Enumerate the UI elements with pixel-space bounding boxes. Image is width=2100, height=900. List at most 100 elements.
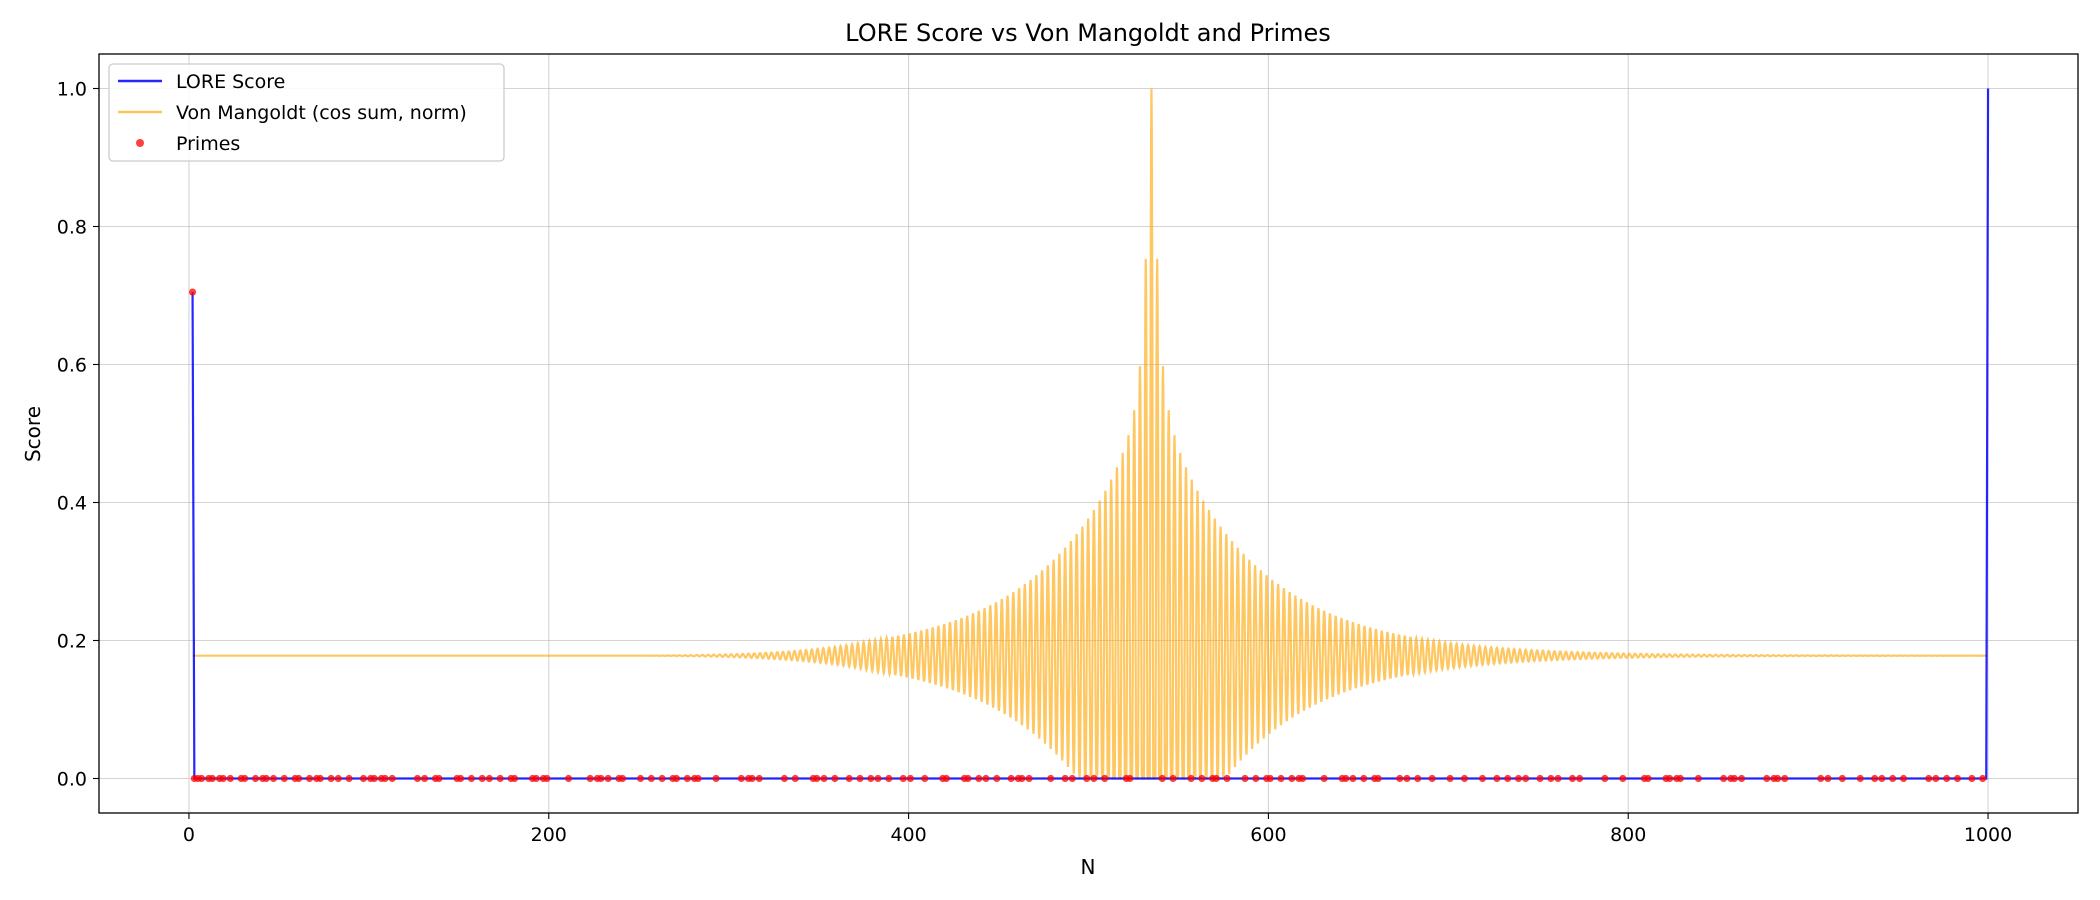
x-tick-label: 200 [531, 824, 567, 846]
prime-point [1856, 774, 1864, 783]
prime-point [1252, 774, 1260, 783]
prime-point [370, 774, 378, 783]
prime-point [327, 774, 335, 783]
legend-vonmangoldt-label: Von Mangoldt (cos sum, norm) [176, 102, 467, 124]
y-tick-label: 0.4 [57, 493, 87, 515]
prime-point [1676, 774, 1684, 783]
prime-point [906, 774, 914, 783]
prime-point [1547, 774, 1555, 783]
prime-point [586, 774, 594, 783]
prime-point [435, 774, 443, 783]
prime-point [1514, 774, 1523, 783]
prime-point [672, 774, 681, 783]
prime-point [712, 774, 720, 783]
x-axis-label: N [1081, 855, 1096, 879]
prime-point [780, 774, 789, 783]
prime-point [208, 774, 216, 783]
prime-point [226, 774, 234, 783]
legend-lore-label: LORE Score [176, 71, 285, 93]
prime-point [1666, 774, 1674, 783]
prime-point [1554, 774, 1562, 783]
prime-point [305, 774, 314, 783]
prime-point [1360, 774, 1368, 783]
prime-point [1576, 774, 1584, 783]
x-tick-label: 800 [1610, 824, 1646, 846]
prime-point [1644, 774, 1652, 783]
prime-point [1090, 774, 1098, 783]
y-tick-label: 1.0 [57, 79, 87, 101]
von-mangoldt-line [192, 88, 1988, 780]
prime-point [1460, 774, 1469, 783]
prime-point [1446, 774, 1454, 783]
prime-point [1101, 774, 1109, 783]
prime-point [1374, 774, 1382, 783]
prime-point [1568, 774, 1577, 783]
prime-point [188, 288, 197, 296]
prime-point [845, 774, 853, 783]
prime-point [1824, 774, 1832, 783]
prime-point [1126, 774, 1134, 783]
prime-point [1414, 774, 1422, 783]
prime-point [1158, 774, 1166, 783]
y-tick-label: 0.6 [57, 355, 87, 377]
prime-point [618, 774, 627, 783]
prime-point [647, 774, 655, 783]
prime-point [1061, 774, 1069, 783]
prime-point [1763, 774, 1771, 783]
prime-point [1396, 774, 1404, 783]
prime-point [543, 774, 551, 783]
prime-point [1817, 774, 1825, 783]
prime-point [1889, 774, 1897, 783]
prime-point [1694, 774, 1702, 783]
prime-point [1223, 774, 1231, 783]
prime-point [1277, 774, 1285, 783]
x-tick-label: 400 [890, 824, 926, 846]
prime-point [1241, 774, 1249, 783]
prime-point [755, 774, 763, 783]
prime-point [1169, 774, 1177, 783]
prime-point [820, 774, 828, 783]
prime-point [1878, 774, 1886, 783]
prime-point [1068, 774, 1076, 783]
prime-point [564, 774, 573, 783]
prime-point [597, 774, 605, 783]
x-tick-label: 1000 [1964, 824, 2012, 846]
prime-point [262, 774, 270, 783]
prime-point [421, 774, 429, 783]
prime-point [510, 774, 519, 783]
legend-primes-marker [136, 139, 144, 147]
prime-point [604, 774, 612, 783]
prime-point [1212, 774, 1220, 783]
prime-point [467, 774, 476, 783]
prime-point [975, 774, 983, 783]
legend-primes-label: Primes [176, 133, 240, 155]
prime-point [280, 774, 288, 783]
prime-point [1871, 774, 1879, 783]
prime-point [1899, 774, 1908, 783]
prime-point [1838, 774, 1846, 783]
prime-point [219, 774, 227, 783]
prime-point [921, 774, 929, 783]
prime-point [1403, 774, 1411, 783]
y-axis-label: Score [21, 406, 45, 462]
prime-point [1619, 774, 1627, 783]
prime-point [1320, 774, 1328, 783]
prime-point [532, 774, 540, 783]
prime-point [413, 774, 422, 783]
prime-point [197, 774, 206, 783]
prime-point [856, 774, 864, 783]
prime-point [1018, 774, 1026, 783]
prime-point [874, 774, 882, 783]
prime-point [388, 774, 396, 783]
prime-point [1349, 774, 1357, 783]
prime-point [1504, 774, 1512, 783]
prime-point [1932, 774, 1940, 783]
prime-point [1288, 774, 1296, 783]
prime-point [748, 774, 756, 783]
prime-point [359, 774, 368, 783]
prime-point [1047, 774, 1055, 783]
prime-point [1719, 774, 1728, 783]
prime-point [345, 774, 353, 783]
prime-point [334, 774, 342, 783]
prime-point [683, 774, 691, 783]
